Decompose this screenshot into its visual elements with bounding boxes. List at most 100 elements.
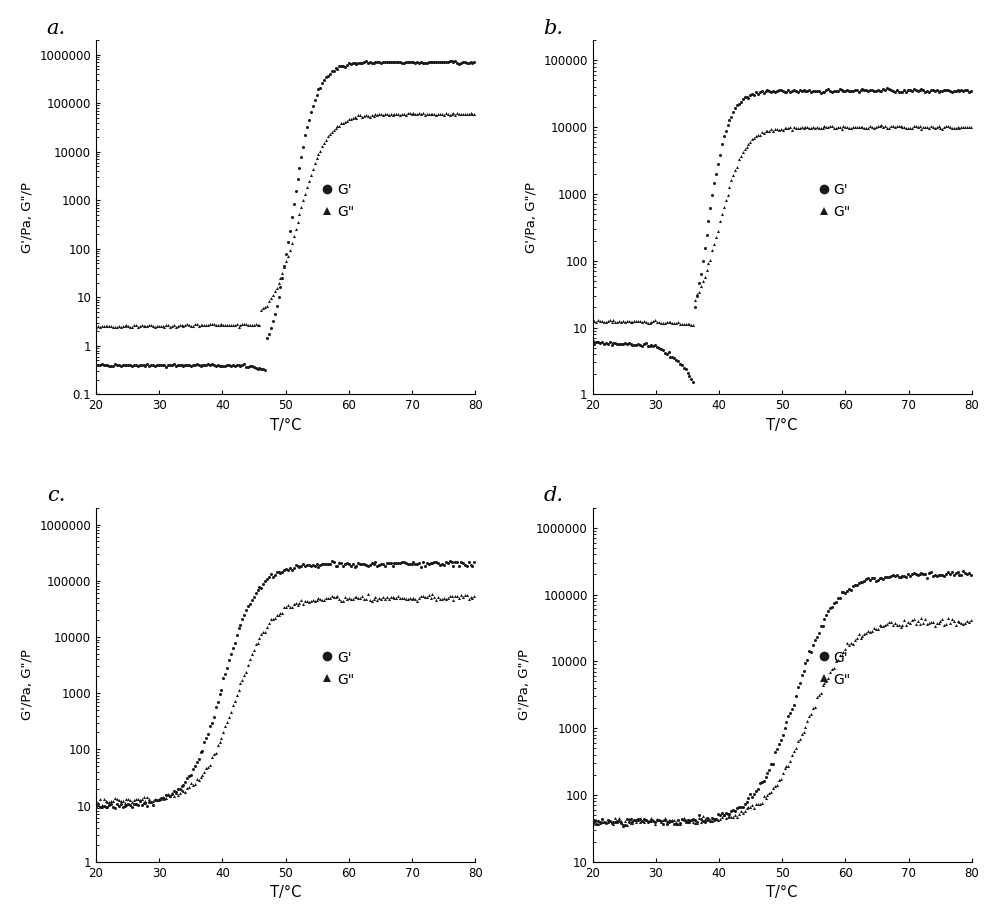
G' [440,556,452,567]
X-axis label: T/°C: T/°C [766,885,798,900]
G' [105,799,117,810]
Legend: G', G": G', G" [323,181,355,221]
G' [609,337,621,348]
Line: G': G' [591,87,972,384]
G" [602,817,614,828]
X-axis label: T/°C: T/°C [270,885,301,900]
G' [602,814,614,825]
G" [440,594,452,605]
G" [162,320,174,331]
G' [453,560,465,571]
Line: G': G' [591,570,972,827]
G' [881,83,893,94]
G' [449,55,461,66]
G" [453,592,465,603]
G' [659,814,671,825]
Text: c.: c. [47,486,65,506]
G' [193,753,205,764]
G' [109,802,121,813]
G' [948,570,960,581]
G' [957,565,969,577]
G' [657,344,669,356]
G" [162,789,174,800]
G" [942,612,954,624]
G" [659,813,671,824]
Line: G": G" [94,111,476,329]
X-axis label: T/°C: T/°C [270,418,301,433]
X-axis label: T/°C: T/°C [766,418,798,433]
G" [468,109,480,120]
G" [107,796,119,807]
G' [965,570,977,581]
G' [619,820,631,831]
G' [687,377,699,388]
G" [587,315,599,326]
G" [362,589,374,600]
Line: G": G" [591,123,972,326]
G" [875,120,887,131]
G" [950,619,962,630]
G' [160,361,172,372]
Line: G": G" [94,592,476,806]
G" [587,819,599,830]
G" [96,799,108,810]
G" [689,295,701,306]
G' [689,301,701,312]
G' [609,817,621,828]
G" [965,122,977,133]
G' [965,86,977,97]
G' [587,335,599,346]
G' [468,57,480,68]
G" [609,316,621,327]
G" [685,319,697,330]
G" [440,108,452,119]
Text: d.: d. [543,486,563,506]
G" [609,812,621,823]
Legend: G', G": G', G" [323,649,355,688]
G" [617,820,629,831]
G' [113,360,125,371]
G' [326,555,338,566]
Y-axis label: G'/Pa, G"/P: G'/Pa, G"/P [525,181,538,252]
G" [453,109,465,120]
G' [90,801,102,812]
G" [193,321,205,332]
G" [115,795,127,806]
G" [689,817,701,828]
Y-axis label: G'/Pa, G"/P: G'/Pa, G"/P [517,649,530,720]
Line: G': G' [94,559,476,810]
Text: b.: b. [543,19,563,38]
G' [689,814,701,825]
G" [602,316,614,327]
G" [950,122,962,134]
G" [126,322,138,333]
G" [90,796,102,807]
G" [413,107,425,118]
G' [602,339,614,350]
Y-axis label: G'/Pa, G"/P: G'/Pa, G"/P [21,649,34,720]
G' [162,789,174,800]
G' [90,359,102,370]
Line: G": G" [591,617,972,827]
Text: a.: a. [47,19,66,38]
G' [191,358,203,369]
G" [105,321,117,332]
G" [193,775,205,786]
G" [113,321,125,332]
G" [936,123,948,134]
G' [438,56,450,67]
Y-axis label: G'/Pa, G"/P: G'/Pa, G"/P [21,181,34,252]
G" [90,321,102,332]
Line: G': G' [94,60,476,371]
Legend: G', G": G', G" [819,649,852,688]
G" [934,616,946,627]
G" [965,614,977,625]
G' [468,556,480,567]
G" [657,318,669,329]
G' [936,86,948,97]
G' [587,818,599,829]
G' [115,799,127,810]
G' [453,58,465,69]
G' [105,360,117,371]
Legend: G', G": G', G" [819,181,852,221]
